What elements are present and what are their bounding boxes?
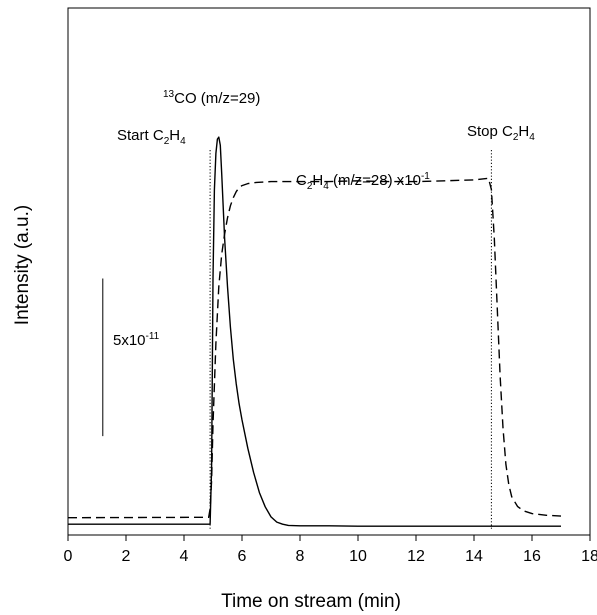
x-tick-label: 16 (523, 548, 541, 565)
c2h4-label-b-sub: 4 (323, 181, 329, 192)
x-axis-title: Time on stream (min) (221, 591, 401, 612)
stop-label-sub2: 4 (529, 132, 535, 143)
scale-bar-label: 5x10-11 (113, 331, 160, 349)
x-tick-label: 10 (349, 548, 367, 565)
start-marker-label: Start C2H4 (117, 127, 186, 147)
y-axis-title: Intensity (a.u.) (12, 205, 33, 325)
x-tick-label: 18 (581, 548, 597, 565)
vertical-markers (209, 150, 492, 529)
co-label-superscript: 13 (163, 89, 175, 100)
x-tick-label: 0 (64, 548, 73, 565)
start-label-sub2: 4 (180, 136, 186, 147)
stop-marker-label: Stop C2H4 (467, 123, 535, 143)
start-label-part2: H (169, 127, 180, 144)
c2h4-label-b: H (312, 172, 323, 189)
co-label-text: CO (m/z=29) (174, 90, 260, 107)
c2h4-label-a: C (296, 172, 307, 189)
scale-bar-value: 5x10 (113, 332, 146, 349)
c2h4-label-c-sup: -1 (421, 171, 430, 182)
c2h4-series-line (67, 177, 562, 519)
co-series-label: 13CO (m/z=29) (163, 89, 260, 107)
series-lines (67, 136, 562, 527)
x-tick-label: 8 (296, 548, 305, 565)
scale-bar-exponent: -11 (146, 331, 160, 342)
x-axis-ticks: 0 2 4 6 8 10 12 14 16 18 (64, 535, 597, 565)
start-label-part1: Start C (117, 127, 164, 144)
x-tick-label: 6 (238, 548, 247, 565)
co-series-line (68, 136, 561, 527)
x-tick-label: 4 (180, 548, 189, 565)
stop-label-part2: H (518, 123, 529, 140)
c2h4-label-c: (m/z=28) x10 (329, 172, 421, 189)
plot-axes (67, 7, 591, 536)
c2h4-series-label: C2H4 (m/z=28) x10-1 (296, 171, 430, 192)
x-tick-label: 14 (465, 548, 483, 565)
plot-frame (67, 7, 591, 536)
x-tick-label: 2 (122, 548, 131, 565)
c2h4-label-a-sub: 2 (307, 181, 313, 192)
x-tick-label: 12 (407, 548, 425, 565)
start-label-sub1: 2 (164, 136, 170, 147)
stop-label-part1: Stop C (467, 123, 513, 140)
stop-label-sub1: 2 (513, 132, 519, 143)
